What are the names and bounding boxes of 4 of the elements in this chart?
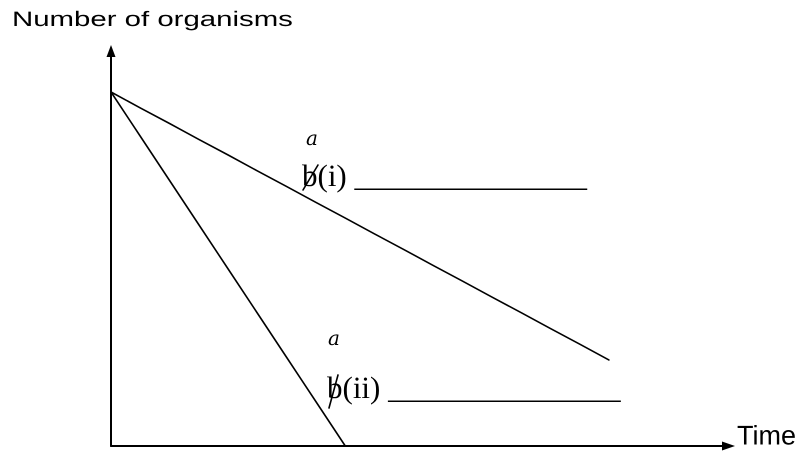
annotation: a [306, 126, 318, 150]
y-axis-title: Number of organisms [12, 8, 293, 32]
x-axis-title: Time [737, 420, 796, 450]
annotation: a [328, 326, 340, 350]
